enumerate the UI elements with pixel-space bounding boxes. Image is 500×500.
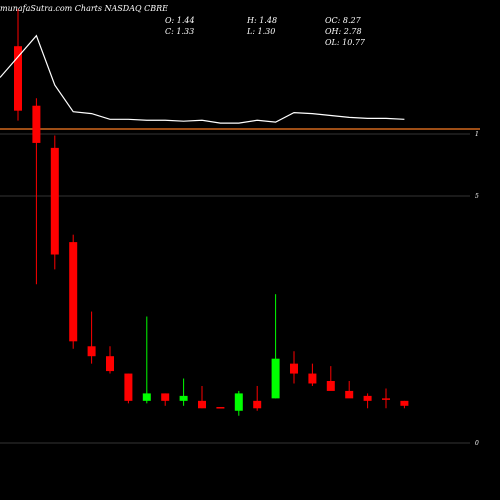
close-value: C: 1.33 [165,27,195,36]
candle-body [400,400,409,406]
y-tick-label: 5 [475,193,479,200]
candle-body [198,400,206,409]
candle-body [161,393,170,401]
low-value: L: 1.30 [247,27,276,36]
candle-body [363,395,372,401]
candle-body [69,242,78,342]
candle-body [142,393,151,401]
candle-body [308,373,317,384]
candle-body [14,46,22,111]
candle-body [234,393,243,411]
candle-body [382,398,390,400]
chart-title: munafaSutra.com Charts NASDAQ CBRE [0,4,168,13]
oh-value: OH: 2.78 [325,27,362,36]
candle-body [106,356,114,372]
y-tick-label: 0 [475,440,479,447]
candle-body [179,395,188,401]
candle-body [345,390,354,399]
indicator-line [0,34,405,124]
oc-value: OC: 8.27 [325,16,361,25]
candle-body [326,381,335,391]
candle-body [50,147,59,255]
candle-body [216,407,225,409]
candle-body [87,346,96,357]
candle-body [32,105,41,143]
candle-body [290,363,298,374]
candle-body [253,400,262,409]
ol-value: OL: 10.77 [325,38,366,47]
candle-body [124,373,133,401]
open-value: O: 1.44 [165,16,195,25]
high-value: H: 1.48 [247,16,278,25]
candle-body [271,358,280,399]
y-tick-label: 1 [475,131,479,138]
